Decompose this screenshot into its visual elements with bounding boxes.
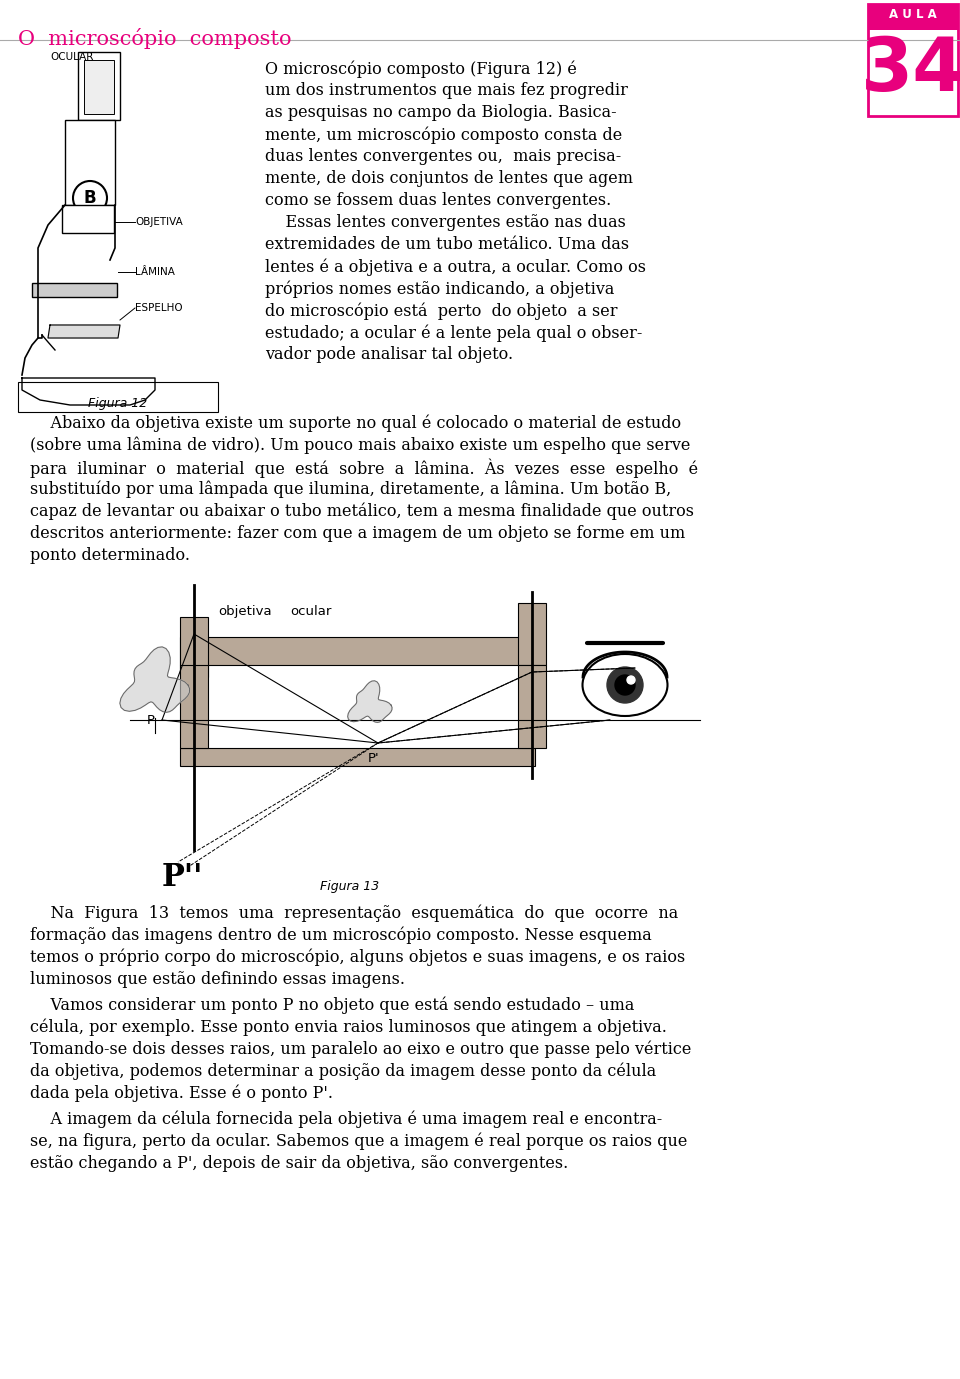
Text: para  iluminar  o  material  que  está  sobre  a  lâmina.  Às  vezes  esse  espe: para iluminar o material que está sobre … — [30, 459, 698, 479]
Text: do microscópio está  perto  do objeto  a ser: do microscópio está perto do objeto a se… — [265, 302, 617, 320]
Text: se, na figura, perto da ocular. Sabemos que a imagem é real porque os raios que: se, na figura, perto da ocular. Sabemos … — [30, 1134, 687, 1150]
Polygon shape — [48, 325, 120, 338]
Text: como se fossem duas lentes convergentes.: como se fossem duas lentes convergentes. — [265, 192, 612, 210]
Bar — [84, 61, 114, 114]
Text: extremidades de um tubo metálico. Uma das: extremidades de um tubo metálico. Uma da… — [265, 236, 629, 252]
Text: duas lentes convergentes ou,  mais precisa-: duas lentes convergentes ou, mais precis… — [265, 148, 621, 165]
Text: ocular: ocular — [290, 605, 331, 618]
Text: Figura 12: Figura 12 — [88, 397, 148, 410]
Bar — [180, 637, 535, 665]
Text: mente, um microscópio composto consta de: mente, um microscópio composto consta de — [265, 125, 622, 143]
Text: luminosos que estão definindo essas imagens.: luminosos que estão definindo essas imag… — [30, 971, 405, 987]
Text: O  microscópio  composto: O microscópio composto — [18, 28, 292, 50]
Text: OCULAR: OCULAR — [50, 52, 93, 62]
Text: O microscópio composto (Figura 12) é: O microscópio composto (Figura 12) é — [265, 61, 577, 77]
Text: célula, por exemplo. Esse ponto envia raios luminosos que atingem a objetiva.: célula, por exemplo. Esse ponto envia ra… — [30, 1019, 667, 1037]
Text: objetiva: objetiva — [218, 605, 272, 618]
Bar — [65, 120, 115, 205]
Polygon shape — [120, 647, 190, 713]
Text: lentes é a objetiva e a outra, a ocular. Como os: lentes é a objetiva e a outra, a ocular.… — [265, 258, 646, 276]
Text: A imagem da célula fornecida pela objetiva é uma imagem real e encontra-: A imagem da célula fornecida pela objeti… — [30, 1111, 662, 1128]
Text: substituído por uma lâmpada que ilumina, diretamente, a lâmina. Um botão B,: substituído por uma lâmpada que ilumina,… — [30, 481, 671, 498]
Bar — [32, 283, 117, 296]
Bar — [868, 4, 958, 30]
Text: Na  Figura  13  temos  uma  representação  esquemática  do  que  ocorre  na: Na Figura 13 temos uma representação esq… — [30, 905, 679, 923]
Bar — [180, 747, 535, 765]
Text: P': P' — [368, 752, 379, 765]
Text: um dos instrumentos que mais fez progredir: um dos instrumentos que mais fez progred… — [265, 81, 628, 99]
Bar — [18, 382, 218, 412]
Text: Figura 13: Figura 13 — [321, 880, 379, 894]
Text: descritos anteriormente: fazer com que a imagem de um objeto se forme em um: descritos anteriormente: fazer com que a… — [30, 525, 685, 542]
Text: formação das imagens dentro de um microscópio composto. Nesse esquema: formação das imagens dentro de um micros… — [30, 927, 652, 945]
Bar — [180, 665, 208, 747]
Text: A U L A: A U L A — [889, 8, 937, 21]
Bar — [78, 52, 120, 120]
Text: 34: 34 — [861, 34, 960, 108]
Text: da objetiva, podemos determinar a posição da imagem desse ponto da célula: da objetiva, podemos determinar a posiçã… — [30, 1063, 657, 1081]
Circle shape — [615, 674, 635, 695]
Text: P'': P'' — [162, 862, 204, 894]
Text: P: P — [147, 713, 155, 727]
Text: Essas lentes convergentes estão nas duas: Essas lentes convergentes estão nas duas — [265, 214, 626, 232]
Text: estudado; a ocular é a lente pela qual o obser-: estudado; a ocular é a lente pela qual o… — [265, 324, 642, 342]
Text: mente, de dois conjuntos de lentes que agem: mente, de dois conjuntos de lentes que a… — [265, 170, 633, 188]
Text: dada pela objetiva. Esse é o ponto P'.: dada pela objetiva. Esse é o ponto P'. — [30, 1085, 333, 1102]
Text: capaz de levantar ou abaixar o tubo metálico, tem a mesma finalidade que outros: capaz de levantar ou abaixar o tubo metá… — [30, 503, 694, 520]
Text: próprios nomes estão indicando, a objetiva: próprios nomes estão indicando, a objeti… — [265, 280, 614, 298]
Bar — [868, 4, 958, 116]
Text: as pesquisas no campo da Biologia. Basica-: as pesquisas no campo da Biologia. Basic… — [265, 103, 616, 121]
Circle shape — [607, 667, 643, 703]
Polygon shape — [348, 681, 392, 723]
Text: Abaixo da objetiva existe um suporte no qual é colocado o material de estudo: Abaixo da objetiva existe um suporte no … — [30, 415, 682, 433]
Text: B: B — [84, 189, 96, 207]
Polygon shape — [22, 378, 155, 405]
Bar — [62, 205, 114, 233]
Circle shape — [73, 181, 107, 215]
Text: temos o próprio corpo do microscópio, alguns objetos e suas imagens, e os raios: temos o próprio corpo do microscópio, al… — [30, 949, 685, 967]
Text: Tomando-se dois desses raios, um paralelo ao eixo e outro que passe pelo vértice: Tomando-se dois desses raios, um paralel… — [30, 1041, 691, 1059]
Ellipse shape — [583, 654, 667, 716]
Text: ESPELHO: ESPELHO — [135, 303, 182, 313]
Text: estão chegando a P', depois de sair da objetiva, são convergentes.: estão chegando a P', depois de sair da o… — [30, 1156, 568, 1172]
Text: ponto determinado.: ponto determinado. — [30, 547, 190, 564]
Bar — [518, 603, 546, 665]
Text: OBJETIVA: OBJETIVA — [135, 217, 182, 228]
Bar — [518, 665, 546, 747]
Circle shape — [627, 676, 635, 684]
Text: vador pode analisar tal objeto.: vador pode analisar tal objeto. — [265, 346, 514, 363]
Text: Vamos considerar um ponto P no objeto que está sendo estudado – uma: Vamos considerar um ponto P no objeto qu… — [30, 997, 635, 1015]
Text: LÂMINA: LÂMINA — [135, 268, 175, 277]
Text: (sobre uma lâmina de vidro). Um pouco mais abaixo existe um espelho que serve: (sobre uma lâmina de vidro). Um pouco ma… — [30, 437, 690, 455]
Bar — [180, 616, 208, 677]
